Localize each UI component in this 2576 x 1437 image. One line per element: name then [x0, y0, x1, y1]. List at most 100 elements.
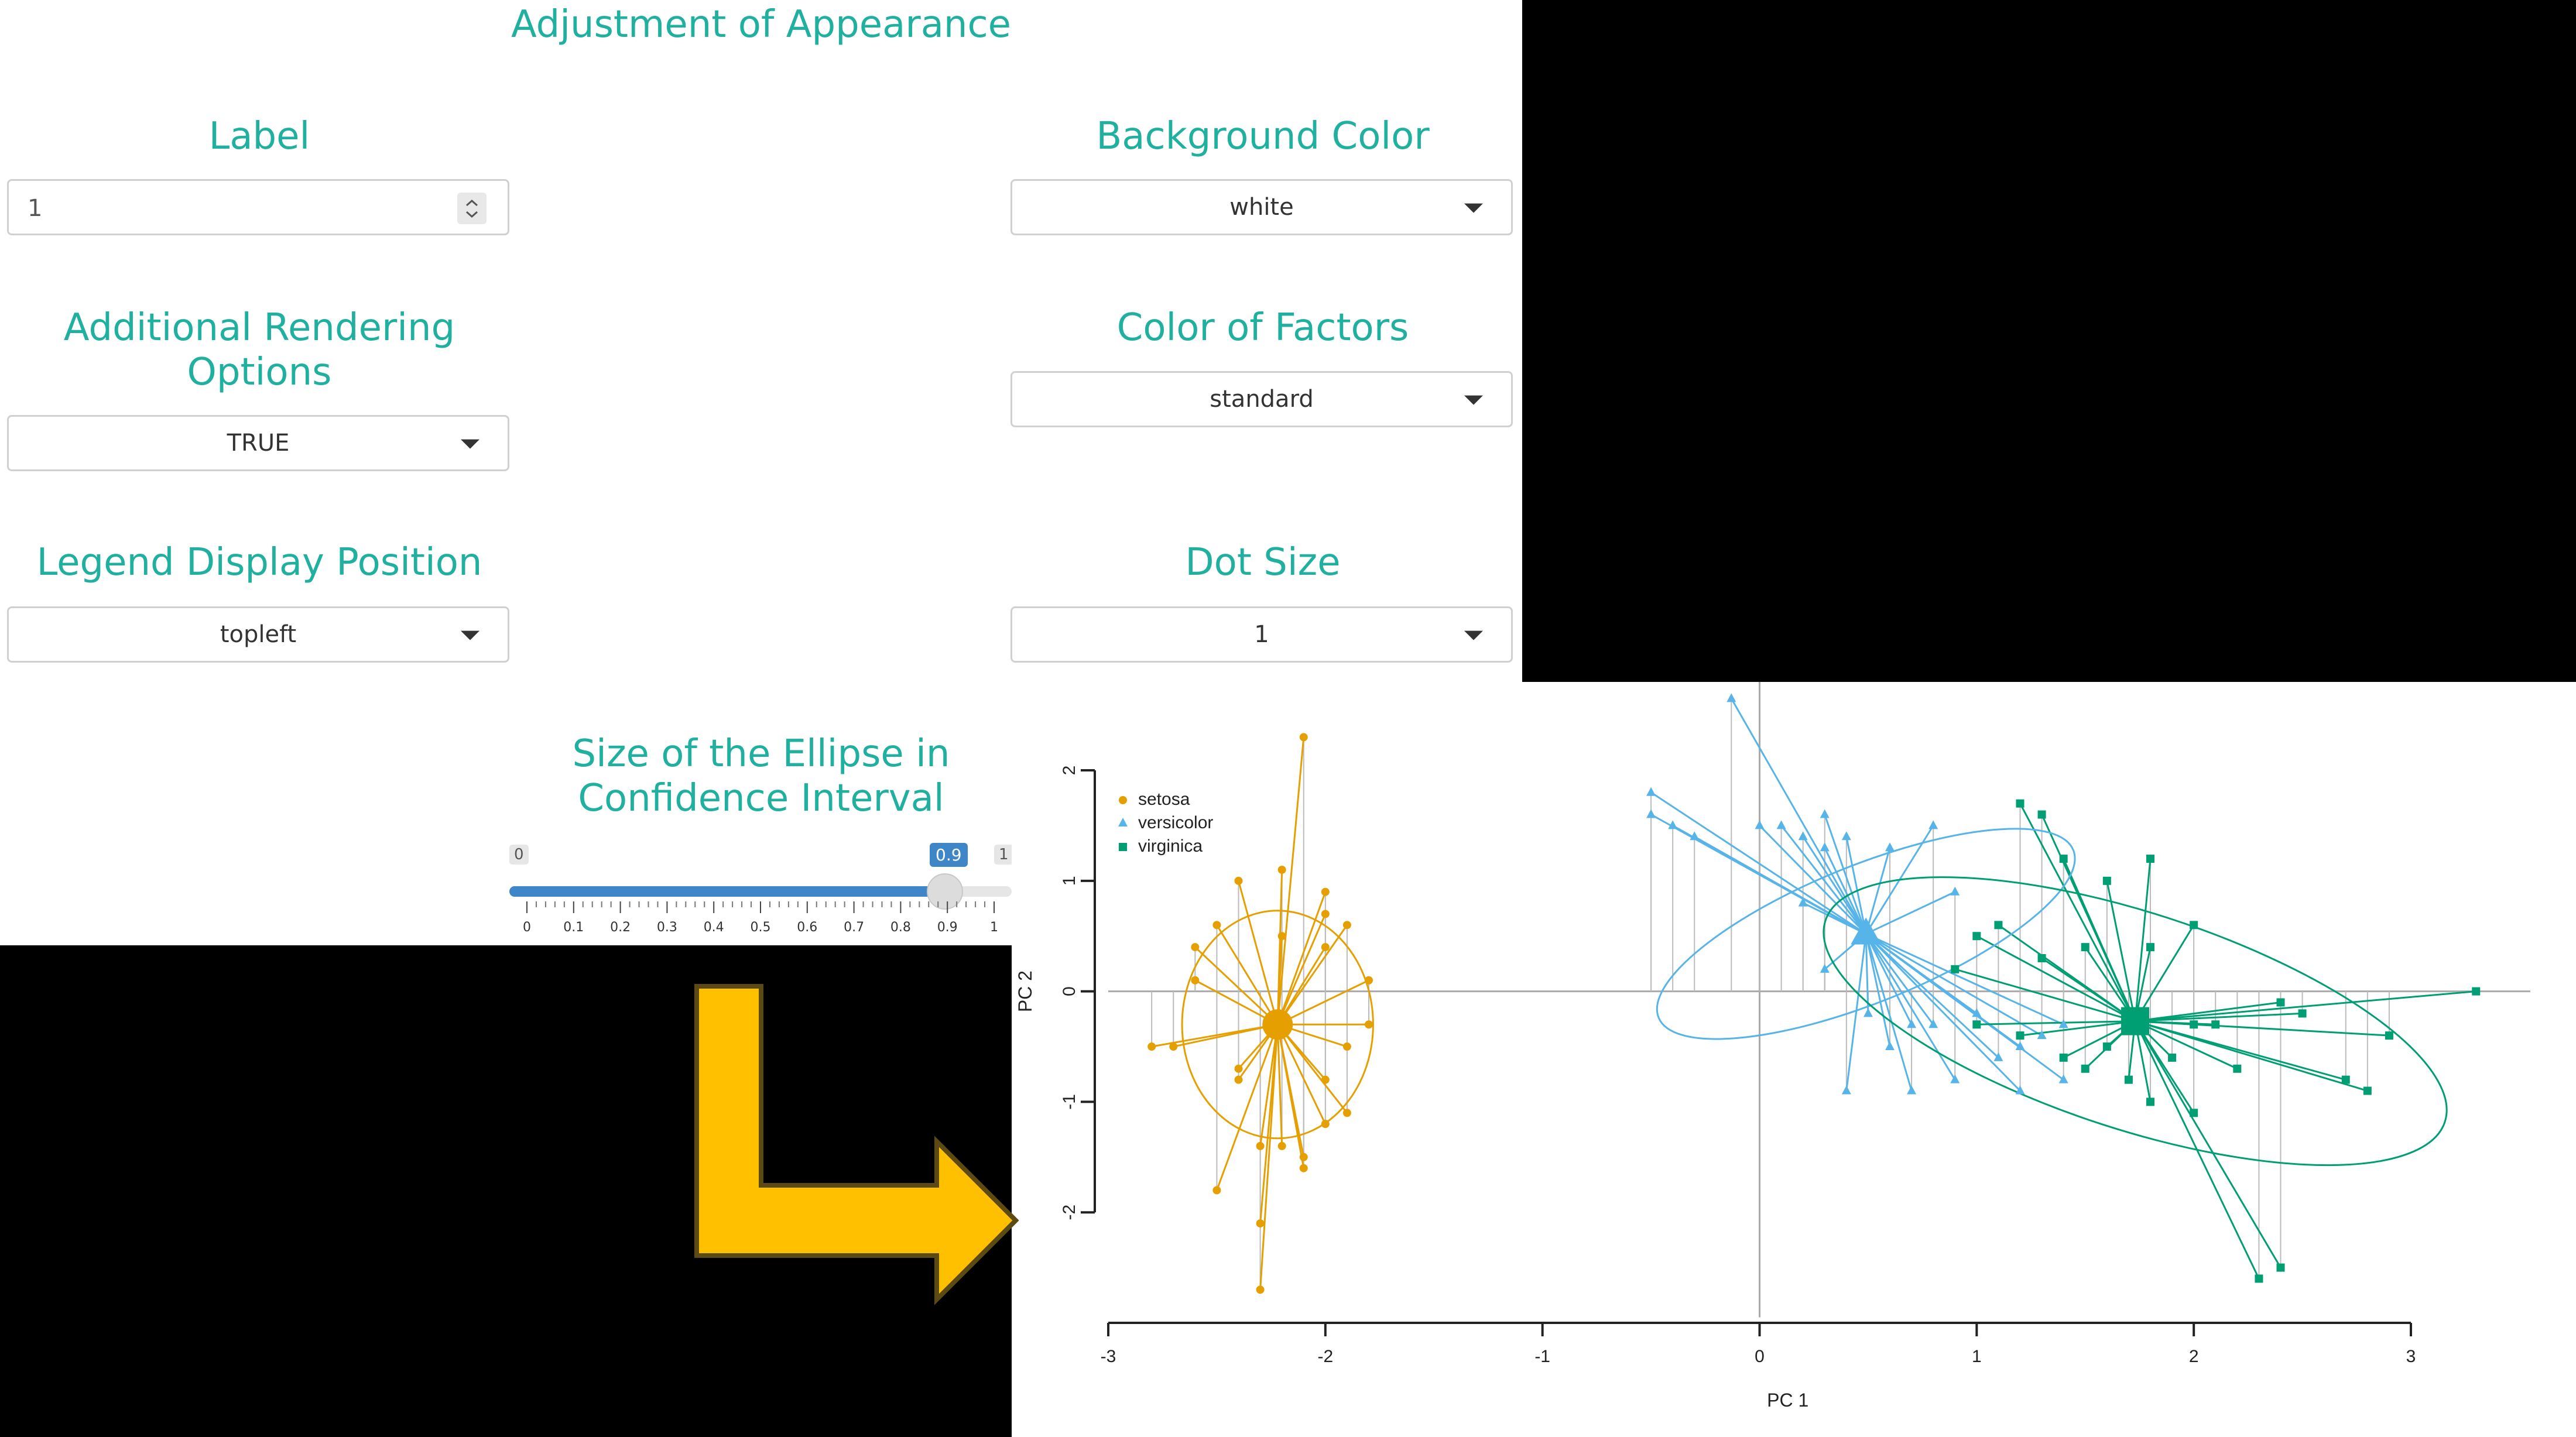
rendering-options-label-line1: Additional Rendering [63, 306, 455, 349]
virginica-point [2146, 855, 2154, 863]
virginica-ray [2135, 1020, 2347, 1081]
setosa-centroid [1262, 1009, 1293, 1040]
rendering-options-select[interactable]: TRUE [7, 415, 509, 471]
rendering-options-label-line2: Options [187, 351, 332, 394]
label-input[interactable]: 1 [7, 179, 509, 235]
virginica-ray [2106, 880, 2136, 1021]
arrow-icon [694, 984, 1019, 1305]
versicolor-ray [1865, 933, 2064, 1026]
versicolor-point [1798, 831, 1808, 841]
slider-tick-label: 0.7 [844, 920, 865, 935]
setosa-ray [1216, 1024, 1279, 1191]
slider-tick-label: 0.4 [703, 920, 724, 935]
slider-ticks [526, 901, 995, 913]
legend-marker-virginica [1119, 843, 1127, 851]
setosa-point [1321, 887, 1330, 896]
setosa-ray [1216, 924, 1279, 1026]
chevron-down-icon [461, 630, 479, 640]
chevron-down-icon [461, 439, 479, 449]
setosa-point [1277, 865, 1286, 874]
setosa-ray [1259, 1024, 1279, 1290]
versicolor-point [1885, 842, 1895, 852]
versicolor-ray [1694, 836, 1866, 935]
virginica-ray [2041, 957, 2136, 1022]
spinner-up-icon[interactable] [457, 193, 487, 224]
slider-tick-label: 0.3 [656, 920, 677, 935]
versicolor-ray [1865, 933, 1999, 1058]
setosa-point [1342, 921, 1351, 930]
versicolor-point [2037, 1030, 2047, 1040]
virginica-point [2168, 1053, 2177, 1062]
versicolor-point [1885, 1041, 1895, 1051]
panel-title: Adjustment of Appearance [511, 3, 1012, 46]
setosa-ray [1276, 1024, 1283, 1146]
setosa-point [1234, 1075, 1243, 1084]
virginica-point [2081, 943, 2089, 952]
setosa-ray [1194, 946, 1279, 1026]
x-tick-label: -2 [1317, 1347, 1333, 1366]
virginica-point [2472, 987, 2481, 996]
versicolor-ray [1865, 847, 1891, 934]
virginica-point [1994, 921, 2003, 930]
versicolor-point [1928, 820, 1938, 829]
virginica-ray [2020, 1020, 2136, 1037]
slider-value-badge: 0.9 [930, 843, 968, 867]
dot-size-select[interactable]: 1 [1010, 606, 1513, 663]
versicolor-point [1863, 1008, 1873, 1017]
versicolor-point [2058, 1019, 2068, 1028]
virginica-point [2341, 1075, 2350, 1084]
background-color-select[interactable]: white [1010, 179, 1513, 235]
slider-tick-labels: 0 0.1 0.2 0.3 0.4 0.5 0.6 0.7 0.8 0.9 1 [509, 920, 1012, 938]
versicolor-ray [1845, 836, 1867, 934]
versicolor-point [1841, 831, 1851, 841]
virginica-ray [2134, 1020, 2195, 1114]
setosa-point [1277, 1141, 1286, 1150]
versicolor-point [1972, 1008, 1982, 1017]
virginica-ellipse [1823, 876, 2448, 1167]
ellipse-size-slider[interactable] [509, 873, 1012, 910]
setosa-point [1256, 1141, 1265, 1150]
virginica-ray [1954, 968, 2136, 1023]
versicolor-point [1907, 1019, 1917, 1028]
slider-tick-label: 1 [990, 920, 998, 935]
versicolor-ellipse [1656, 828, 2076, 1040]
x-tick-label: 0 [1755, 1347, 1765, 1366]
slider-max-label: 1 [994, 845, 1013, 865]
virginica-point [2385, 1031, 2393, 1040]
virginica-point [2059, 855, 2068, 863]
versicolor-point [1907, 1085, 1917, 1095]
versicolor-point [2015, 1085, 2025, 1095]
x-tick-label: 2 [2189, 1347, 2199, 1366]
legend-label-setosa: setosa [1138, 790, 1190, 809]
virginica-point [2363, 1086, 2372, 1095]
versicolor-point [1928, 1019, 1938, 1028]
setosa-ray [1277, 924, 1348, 1026]
versicolor-point [1950, 1074, 1960, 1083]
virginica-point [2124, 1075, 2133, 1084]
virginica-point [2146, 943, 2154, 952]
setosa-point [1365, 976, 1373, 985]
label-field-label: Label [208, 115, 310, 158]
virginica-ray [1976, 1020, 2136, 1026]
virginica-point [1972, 1020, 1981, 1029]
number-spinner[interactable] [457, 193, 487, 224]
virginica-ray [2135, 1002, 2281, 1023]
factor-color-select[interactable]: standard [1010, 371, 1513, 427]
versicolor-centroid [1851, 917, 1882, 945]
slider-tick-label: 0.2 [610, 920, 631, 935]
versicolor-ray [1865, 933, 1934, 1026]
versicolor-ray [1865, 933, 2043, 1037]
setosa-point [1321, 1075, 1330, 1084]
setosa-point [1169, 1042, 1178, 1051]
versicolor-point [1820, 963, 1830, 973]
setosa-point [1299, 1164, 1308, 1172]
versicolor-ray [1824, 847, 1867, 935]
virginica-point [1972, 932, 1981, 941]
slider-tick-label: 0.5 [750, 920, 771, 935]
versicolor-point [1820, 809, 1830, 818]
versicolor-ray [1650, 791, 1867, 935]
appearance-panel [0, 0, 1522, 682]
virginica-point [2233, 1064, 2242, 1073]
legend-marker-versicolor [1118, 818, 1128, 826]
legend-position-select[interactable]: topleft [7, 606, 509, 663]
